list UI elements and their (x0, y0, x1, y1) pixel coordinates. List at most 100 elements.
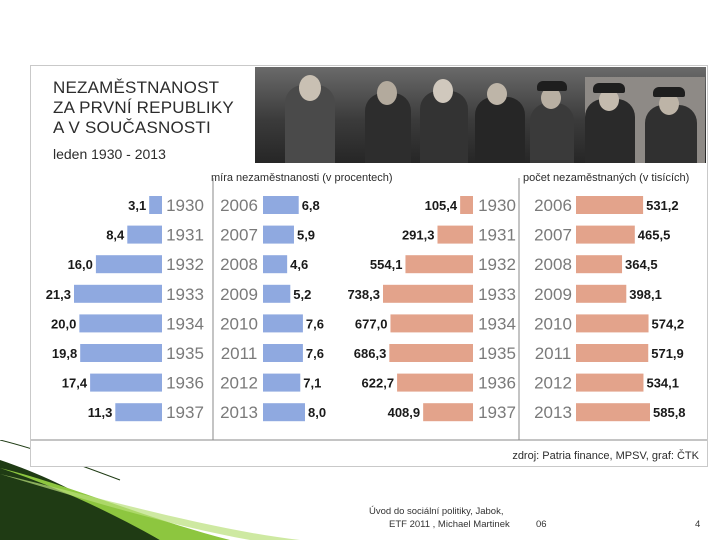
year-label-rate-2011: 2011 (221, 344, 258, 363)
value-label-rate-2012: 7,1 (303, 376, 321, 391)
bar-rate-2011 (263, 344, 303, 362)
value-label-rate-1936: 17,4 (62, 376, 88, 391)
year-label-rate-1936: 1936 (166, 374, 204, 393)
value-label-count-2012: 534,1 (646, 376, 679, 391)
footer-code: 06 (536, 519, 547, 530)
year-label-count-2009: 2009 (534, 285, 572, 304)
footer-course: Úvod do sociální politiky, Jabok, (369, 506, 504, 517)
bar-count-1937 (423, 403, 473, 422)
value-label-rate-2011: 7,6 (306, 346, 324, 361)
value-label-count-2006: 531,2 (646, 198, 679, 213)
year-label-count-1934: 1934 (478, 314, 516, 333)
bar-count-2006 (576, 196, 644, 214)
bar-count-2009 (576, 284, 627, 303)
year-label-rate-2006: 2006 (220, 196, 258, 215)
year-label-rate-2009: 2009 (220, 285, 258, 304)
panel-title-rate: míra nezaměstnanosti (v procentech) (211, 172, 393, 184)
value-label-count-2011: 571,9 (651, 346, 684, 361)
bar-count-1932 (405, 255, 473, 274)
bar-count-1933 (383, 284, 473, 303)
value-label-count-1934: 677,0 (355, 316, 388, 331)
bar-count-2010 (576, 314, 649, 333)
value-label-count-2007: 465,5 (638, 228, 671, 243)
value-label-count-1935: 686,3 (354, 346, 387, 361)
chart-title-line-3: A V SOUČASNOSTI (53, 118, 211, 137)
year-label-count-2013: 2013 (534, 403, 572, 422)
year-label-count-1932: 1932 (478, 255, 516, 274)
value-label-rate-2010: 7,6 (306, 316, 324, 331)
year-label-count-2006: 2006 (534, 196, 572, 215)
bar-count-2011 (576, 344, 649, 362)
value-label-count-1937: 408,9 (388, 405, 421, 420)
value-label-count-2013: 585,8 (653, 405, 686, 420)
bar-rate-2012 (263, 373, 301, 392)
value-label-count-2008: 364,5 (625, 257, 658, 272)
footer-author: ETF 2011 , Michael Martinek (389, 519, 510, 530)
bar-count-2007 (576, 225, 635, 244)
year-label-rate-2007: 2007 (220, 226, 258, 245)
year-label-count-2011: 2011 (535, 344, 572, 363)
year-label-rate-1937: 1937 (166, 403, 204, 422)
page-number: 4 (695, 519, 701, 530)
value-label-rate-1937: 11,3 (88, 405, 113, 420)
chart-subtitle: leden 1930 - 2013 (53, 146, 166, 162)
year-label-count-2008: 2008 (534, 255, 572, 274)
value-label-rate-2007: 5,9 (297, 228, 315, 243)
bar-count-1931 (437, 225, 473, 244)
chart-title-line-2: ZA PRVNÍ REPUBLIKY (53, 98, 234, 117)
year-label-count-2012: 2012 (534, 374, 572, 393)
value-label-rate-1931: 8,4 (106, 228, 125, 243)
value-label-count-1933: 738,3 (347, 287, 380, 302)
bar-count-1936 (397, 373, 473, 392)
value-label-rate-1930: 3,1 (128, 198, 146, 213)
year-label-count-1933: 1933 (478, 285, 516, 304)
bar-rate-1930 (149, 196, 162, 214)
value-label-count-2010: 574,2 (652, 316, 685, 331)
year-label-count-2010: 2010 (534, 314, 572, 333)
bar-chart: 3,1 1930 8,4 1931 16,0 1932 21,3 1933 20,0 1934 19… (31, 178, 707, 441)
bar-count-1935 (389, 344, 473, 362)
bar-rate-1932 (95, 255, 162, 274)
value-label-count-1931: 291,3 (402, 228, 435, 243)
bar-rate-1936 (90, 373, 162, 392)
source-note: zdroj: Patria finance, MPSV, graf: ČTK (512, 450, 699, 462)
bar-rate-1934 (79, 314, 162, 333)
year-label-rate-2008: 2008 (220, 255, 258, 274)
bar-rate-2013 (263, 403, 305, 422)
value-label-count-1936: 622,7 (362, 376, 395, 391)
panel-title-count: počet nezaměstnaných (v tisících) (523, 172, 690, 184)
value-label-count-1930: 105,4 (425, 198, 458, 213)
year-label-count-2007: 2007 (534, 226, 572, 245)
year-label-count-1930: 1930 (478, 196, 516, 215)
year-label-rate-1932: 1932 (166, 255, 204, 274)
bar-rate-2007 (263, 225, 294, 244)
bar-count-2008 (576, 255, 623, 274)
bar-rate-2006 (263, 196, 299, 214)
value-label-rate-1934: 20,0 (51, 316, 76, 331)
year-label-rate-1935: 1935 (166, 344, 204, 363)
chart-title-line-1: NEZAMĚSTNANOST (53, 78, 220, 97)
bar-count-2012 (576, 373, 644, 392)
bar-rate-1937 (115, 403, 162, 422)
value-label-count-2009: 398,1 (629, 287, 662, 302)
bar-rate-1931 (127, 225, 162, 244)
year-label-count-1935: 1935 (478, 344, 516, 363)
year-label-count-1937: 1937 (478, 403, 516, 422)
year-label-rate-1933: 1933 (166, 285, 204, 304)
year-label-rate-2012: 2012 (220, 374, 258, 393)
value-label-rate-2009: 5,2 (293, 287, 311, 302)
year-label-count-1931: 1931 (478, 226, 516, 245)
year-label-rate-2010: 2010 (220, 314, 258, 333)
value-label-rate-1933: 21,3 (46, 287, 71, 302)
bar-rate-2008 (263, 255, 288, 274)
value-label-rate-2006: 6,8 (302, 198, 320, 213)
year-label-rate-1931: 1931 (166, 226, 204, 245)
bar-rate-2010 (263, 314, 303, 333)
historic-photo (255, 67, 706, 163)
bar-rate-2009 (263, 284, 291, 303)
value-label-count-1932: 554,1 (370, 257, 403, 272)
bar-count-1934 (390, 314, 473, 333)
year-label-rate-1934: 1934 (166, 314, 204, 333)
value-label-rate-2008: 4,6 (290, 257, 308, 272)
infographic: NEZAMĚSTNANOST ZA PRVNÍ REPUBLIKY A V SO… (30, 65, 708, 467)
